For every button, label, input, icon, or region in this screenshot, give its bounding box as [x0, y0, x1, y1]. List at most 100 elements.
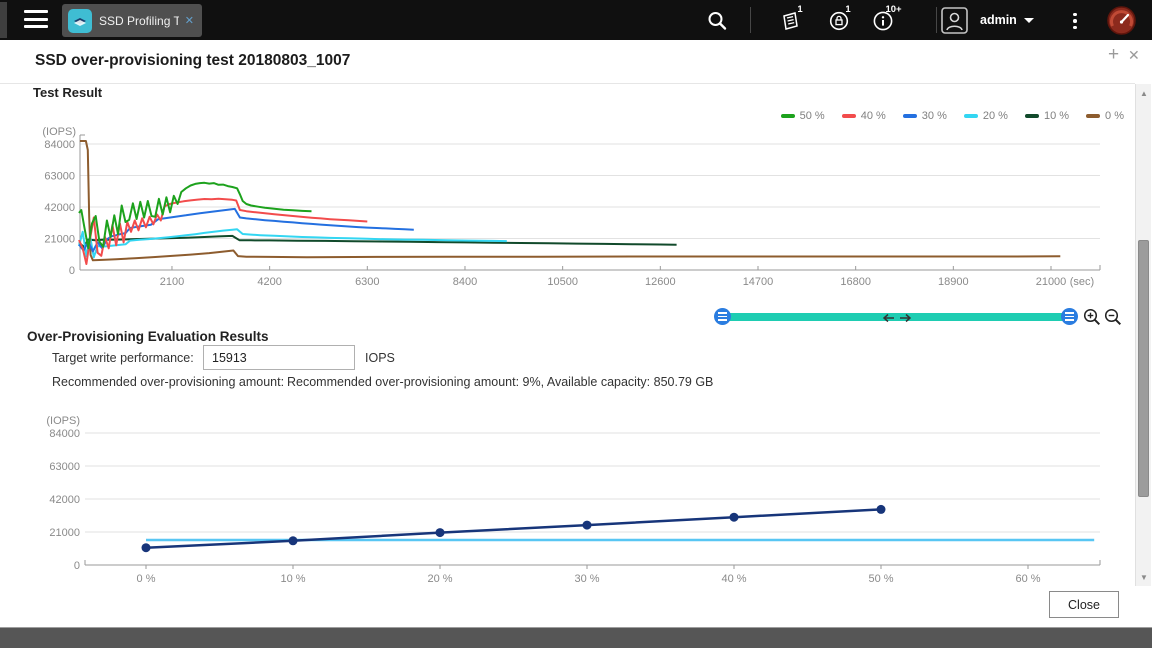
app-tab-label: SSD Profiling T... [99, 13, 179, 28]
legend-label: 0 % [1105, 110, 1124, 122]
legend-swatch [1086, 114, 1101, 118]
svg-text:(IOPS): (IOPS) [42, 126, 76, 138]
svg-text:16800: 16800 [840, 276, 871, 288]
range-slider-right-handle[interactable] [1061, 308, 1078, 325]
svg-text:8400: 8400 [453, 276, 477, 288]
background-tasks-badge: 1 [797, 4, 803, 15]
svg-text:40 %: 40 % [721, 573, 746, 585]
svg-text:(sec): (sec) [1070, 276, 1094, 288]
legend-item-30%[interactable]: 30 % [902, 110, 947, 122]
external-devices-badge: 1 [845, 4, 851, 15]
data-point [582, 520, 592, 530]
legend-swatch [780, 114, 795, 118]
svg-text:84000: 84000 [49, 428, 80, 440]
window-close-icon[interactable]: ✕ [1128, 47, 1140, 63]
scroll-up-icon[interactable]: ▲ [1140, 88, 1148, 98]
section-heading-evaluation: Over-Provisioning Evaluation Results [27, 329, 269, 344]
legend-label: 40 % [860, 110, 886, 122]
system-alerts-badge: 10+ [885, 4, 902, 15]
svg-text:0: 0 [69, 265, 75, 277]
svg-text:14700: 14700 [743, 276, 774, 288]
speedometer-icon [1107, 6, 1136, 35]
svg-text:4200: 4200 [257, 276, 281, 288]
zoom-out-icon[interactable] [1104, 308, 1123, 332]
legend-item-10%[interactable]: 10 % [1024, 110, 1070, 122]
target-performance-label: Target write performance: [52, 351, 194, 365]
legend-label: 30 % [921, 110, 947, 122]
top-taskbar: SSD Profiling T... ✕ 1 1 10+ admin [0, 0, 1152, 40]
target-performance-input[interactable] [203, 345, 355, 370]
data-point [729, 512, 739, 522]
range-slider-left-handle[interactable] [714, 308, 731, 325]
legend-label: 20 % [982, 110, 1008, 122]
svg-text:6300: 6300 [355, 276, 379, 288]
legend-item-40%[interactable]: 40 % [841, 110, 886, 122]
svg-text:21000: 21000 [49, 527, 80, 539]
svg-text:10500: 10500 [547, 276, 578, 288]
main-menu-icon[interactable] [24, 10, 50, 30]
legend-swatch [963, 114, 978, 118]
user-menu[interactable]: admin [980, 0, 1034, 40]
desktop-bottom-strip [0, 627, 1152, 648]
desktop-edge [0, 2, 7, 38]
svg-text:50 %: 50 % [868, 573, 893, 585]
legend-swatch [841, 114, 856, 118]
background-tasks-icon [783, 12, 798, 30]
chevron-down-icon [1023, 17, 1034, 23]
page-title: SSD over-provisioning test 20180803_1007 [35, 52, 351, 69]
series-line-50% [78, 181, 312, 250]
app-tab-ssd-profiling-tool[interactable]: SSD Profiling T... ✕ [62, 4, 202, 37]
more-options-icon[interactable] [1068, 9, 1082, 33]
svg-text:0: 0 [74, 560, 80, 572]
zoom-in-icon[interactable] [1083, 308, 1102, 332]
info-icon [873, 11, 893, 31]
data-point [288, 536, 298, 546]
pan-arrows-icon[interactable] [882, 311, 912, 329]
username: admin [980, 13, 1017, 27]
svg-text:21000: 21000 [1036, 276, 1067, 288]
search-button[interactable] [700, 6, 734, 36]
legend-swatch [902, 114, 917, 118]
svg-text:84000: 84000 [44, 139, 75, 151]
system-alerts-button[interactable]: 10+ [863, 4, 903, 36]
scroll-down-icon[interactable]: ▼ [1140, 572, 1148, 582]
dashboard-button[interactable] [1106, 5, 1137, 36]
svg-text:60 %: 60 % [1015, 573, 1040, 585]
estimated-performance-line [145, 508, 882, 549]
legend-item-50%[interactable]: 50 % [780, 110, 825, 122]
svg-text:10 %: 10 % [280, 573, 305, 585]
close-button[interactable]: Close [1049, 591, 1119, 618]
svg-text:30 %: 30 % [574, 573, 599, 585]
app-window: SSD over-provisioning test 20180803_1007… [0, 40, 1152, 627]
search-icon [708, 12, 727, 30]
avatar-icon [941, 7, 968, 34]
background-tasks-button[interactable]: 1 [771, 4, 811, 36]
divider [0, 83, 1135, 84]
external-devices-icon [829, 11, 849, 31]
target-performance-unit: IOPS [365, 351, 395, 365]
svg-text:12600: 12600 [645, 276, 676, 288]
window-add-icon[interactable]: + [1108, 44, 1120, 65]
legend-label: 50 % [799, 110, 825, 122]
range-slider-track[interactable] [723, 313, 1070, 321]
recommended-value: Recommended over-provisioning amount: 9%… [287, 375, 714, 389]
vertical-scrollbar[interactable]: ▲ ▼ [1135, 84, 1151, 586]
app-tab-close-icon[interactable]: ✕ [184, 15, 194, 27]
legend-label: 10 % [1043, 110, 1070, 122]
data-point [141, 543, 151, 553]
external-devices-button[interactable]: 1 [819, 4, 859, 36]
chart-legend: 50 % 40 % 30 % 20 % 10 % 0 % [780, 110, 1124, 122]
scrollbar-thumb[interactable] [1138, 240, 1149, 497]
user-avatar[interactable] [941, 7, 968, 34]
svg-text:0 %: 0 % [137, 573, 156, 585]
svg-text:42000: 42000 [44, 202, 75, 214]
svg-text:20 %: 20 % [427, 573, 452, 585]
legend-item-20%[interactable]: 20 % [963, 110, 1008, 122]
legend-swatch [1024, 114, 1039, 118]
legend-item-0%[interactable]: 0 % [1086, 110, 1124, 122]
svg-text:18900: 18900 [938, 276, 969, 288]
section-heading-test-result: Test Result [33, 85, 103, 100]
divider [936, 7, 937, 33]
data-point [435, 528, 445, 538]
ssd-profiling-app-icon [68, 8, 92, 33]
